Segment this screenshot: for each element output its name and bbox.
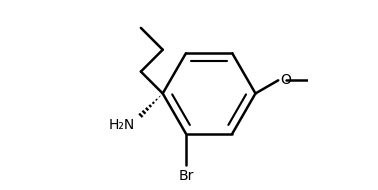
Text: Br: Br <box>178 169 194 183</box>
Text: H₂N: H₂N <box>108 118 135 132</box>
Text: O: O <box>280 73 291 87</box>
